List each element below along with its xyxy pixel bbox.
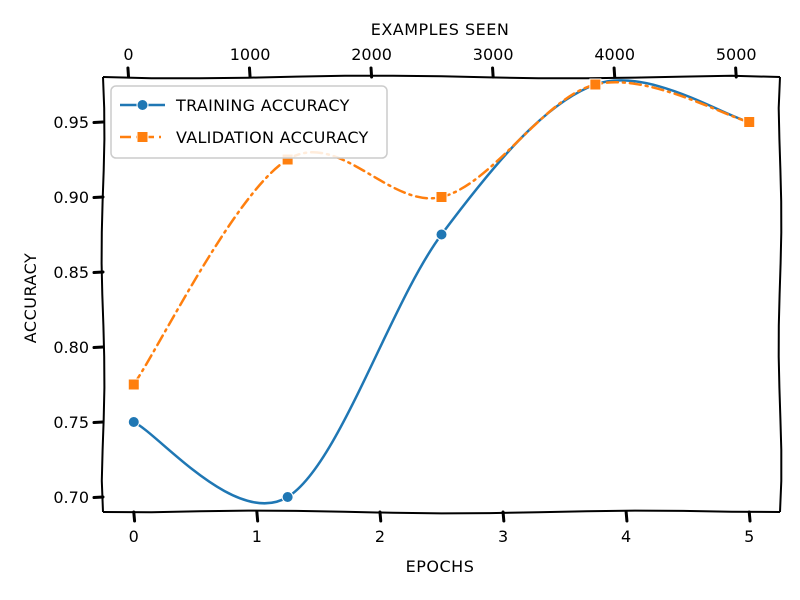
axis-ticks: 0 1 2 3 4 5 0.70 0.75 0.80 0.85 0.90 0.95 0 1000 2000 3… xyxy=(53,45,756,546)
top-x-tick xyxy=(734,66,738,79)
y-tick xyxy=(92,495,105,499)
data-point-validation xyxy=(435,191,448,203)
y-tick-label: 0.75 xyxy=(53,413,89,432)
legend: TRAINING ACCURACY VALIDATION ACCURACY xyxy=(110,85,388,159)
frame-right xyxy=(777,76,783,513)
top-x-axis-label: EXAMPLES SEEN xyxy=(371,20,510,39)
plot-frame xyxy=(100,74,783,515)
x-tick xyxy=(624,510,629,523)
top-x-tick xyxy=(612,66,617,79)
legend-marker-validation xyxy=(136,131,149,143)
legend-marker-training xyxy=(136,99,149,111)
x-tick-label: 0 xyxy=(129,527,139,546)
data-point-training xyxy=(127,416,140,428)
top-x-tick xyxy=(369,66,374,79)
x-tick-label: 1 xyxy=(252,527,262,546)
data-point-validation xyxy=(743,116,756,128)
y-tick-label: 0.90 xyxy=(53,188,89,207)
top-x-tick xyxy=(247,66,252,79)
x-tick-label: 3 xyxy=(498,527,508,546)
x-tick xyxy=(132,510,137,523)
x-tick-label: 2 xyxy=(375,527,385,546)
series-layer xyxy=(127,78,756,505)
x-tick xyxy=(255,510,260,523)
y-tick-label: 0.70 xyxy=(53,488,89,507)
data-point-validation xyxy=(589,78,602,91)
y-tick-label: 0.95 xyxy=(53,113,89,132)
top-x-tick xyxy=(491,66,495,79)
y-tick xyxy=(92,270,105,274)
x-axis-label: EPOCHS xyxy=(406,557,475,576)
legend-label-training: TRAINING ACCURACY xyxy=(175,96,350,115)
y-axis-label: ACCURACY xyxy=(21,253,40,344)
top-x-tick xyxy=(126,66,131,79)
top-x-tick-label: 5000 xyxy=(716,45,757,64)
x-tick xyxy=(501,510,506,523)
x-tick-label: 5 xyxy=(744,527,754,546)
top-x-tick-label: 1000 xyxy=(230,45,271,64)
y-tick xyxy=(92,195,105,199)
x-tick-label: 4 xyxy=(621,527,631,546)
legend-box xyxy=(110,85,388,159)
x-tick xyxy=(747,510,752,523)
y-tick-label: 0.85 xyxy=(53,263,89,282)
y-tick-label: 0.80 xyxy=(53,338,89,357)
y-tick xyxy=(92,120,105,124)
top-x-tick-label: 0 xyxy=(123,45,133,64)
y-tick xyxy=(92,420,105,424)
frame-top xyxy=(102,74,781,80)
y-tick xyxy=(92,345,105,349)
x-tick xyxy=(378,510,383,523)
top-x-tick-label: 4000 xyxy=(594,45,635,64)
data-point-training xyxy=(435,228,448,241)
top-x-tick-label: 2000 xyxy=(351,45,392,64)
frame-bottom xyxy=(102,509,781,515)
series-line-training xyxy=(132,79,751,505)
data-point-validation xyxy=(127,378,140,391)
top-x-tick-label: 3000 xyxy=(473,45,514,64)
data-point-training xyxy=(281,491,294,503)
frame-left xyxy=(100,76,106,513)
legend-label-validation: VALIDATION ACCURACY xyxy=(176,128,369,147)
series-line-validation xyxy=(132,81,751,386)
